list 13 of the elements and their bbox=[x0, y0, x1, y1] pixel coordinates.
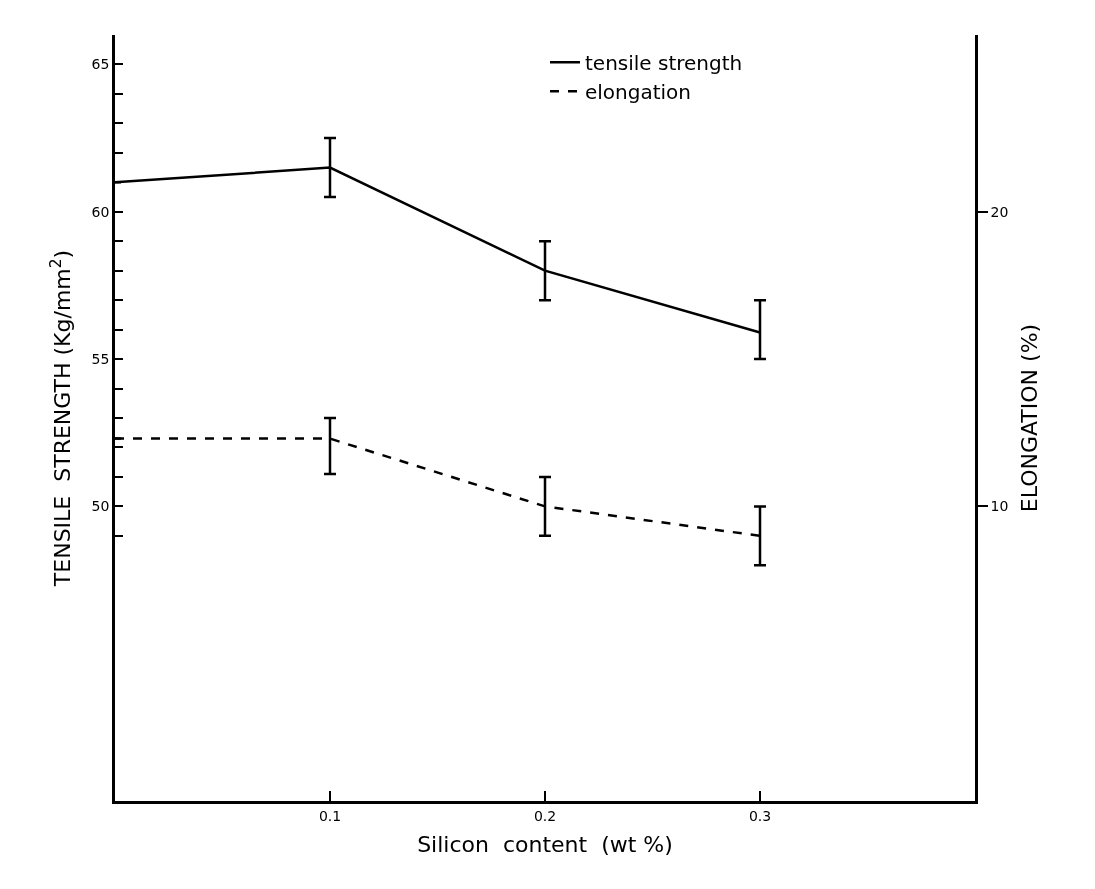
x-axis-title: Silicon content (wt %) bbox=[417, 832, 673, 858]
y-tick-label: 65 bbox=[91, 56, 110, 73]
legend-label: elongation bbox=[585, 79, 692, 104]
y2-tick-label: 10 bbox=[990, 498, 1009, 515]
x-tick-label: 0.2 bbox=[533, 807, 557, 824]
legend-label: tensile strength bbox=[585, 50, 743, 75]
y-tick-label: 60 bbox=[91, 203, 110, 220]
x-tick-label: 0.3 bbox=[748, 807, 772, 824]
y2-tick-label: 20 bbox=[990, 203, 1009, 220]
x-tick-label: 0.1 bbox=[318, 807, 342, 824]
y2-axis-title: ELONGATION (%) bbox=[1017, 323, 1043, 513]
y-tick-label: 55 bbox=[91, 350, 110, 367]
y-tick-label: 50 bbox=[91, 498, 110, 515]
